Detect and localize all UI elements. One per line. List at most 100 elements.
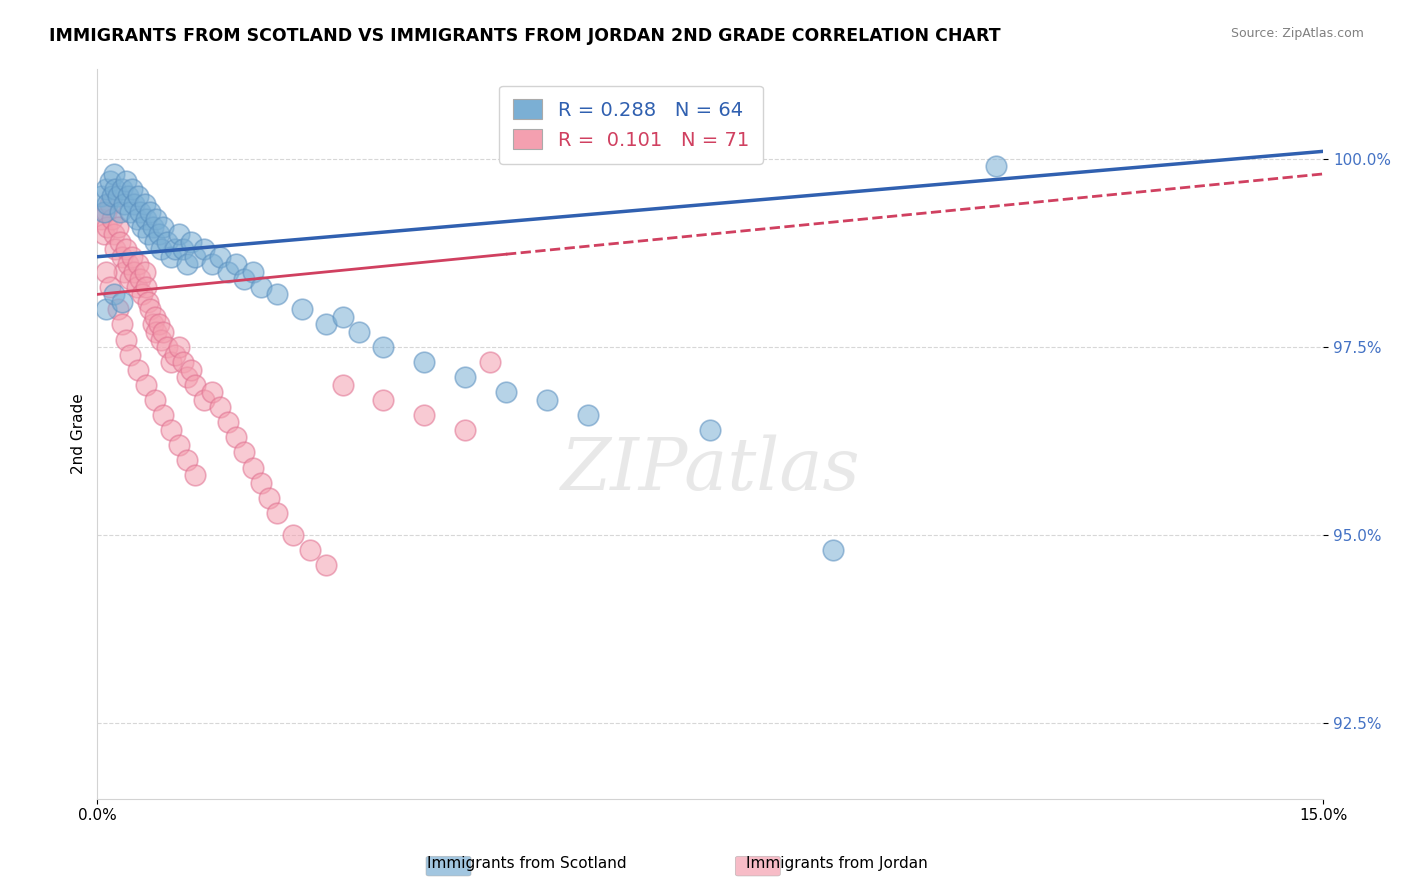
Point (121, 250, 143, 264)
Point (142, 318, 165, 332)
Point (131, 219, 153, 234)
Point (373, 340, 395, 354)
Text: Immigrants from Scotland: Immigrants from Scotland (427, 856, 627, 871)
Point (266, 506, 288, 520)
Point (136, 227, 159, 241)
Point (257, 491, 280, 505)
Point (111, 318, 134, 332)
Point (101, 189, 124, 203)
Point (98, 174, 121, 188)
Point (332, 310, 354, 324)
Point (101, 212, 124, 227)
Point (454, 370, 477, 384)
Point (217, 415, 239, 429)
Point (143, 235, 166, 249)
Point (291, 302, 314, 317)
Point (152, 325, 174, 339)
Point (298, 543, 321, 558)
Point (225, 257, 247, 271)
Point (184, 250, 207, 264)
Text: Source: ZipAtlas.com: Source: ZipAtlas.com (1230, 27, 1364, 40)
Point (139, 204, 162, 219)
Point (143, 392, 166, 407)
Point (160, 423, 183, 437)
Point (180, 362, 202, 376)
Point (176, 370, 198, 384)
Point (145, 325, 167, 339)
Point (986, 160, 1008, 174)
Point (90, 189, 112, 203)
Point (118, 272, 141, 286)
Point (347, 325, 370, 339)
Point (127, 257, 149, 271)
Point (93, 204, 115, 219)
Point (536, 392, 558, 407)
Point (125, 280, 148, 294)
Point (115, 333, 138, 347)
Point (127, 189, 149, 203)
Point (699, 423, 721, 437)
Point (104, 182, 127, 196)
Point (160, 250, 183, 264)
Point (576, 408, 599, 422)
Point (96, 197, 118, 211)
Legend: R = 0.288   N = 64, R =  0.101   N = 71: R = 0.288 N = 64, R = 0.101 N = 71 (499, 86, 762, 163)
Point (315, 558, 337, 573)
Point (111, 182, 134, 196)
Point (94, 302, 117, 317)
Point (110, 235, 132, 249)
Point (145, 212, 167, 227)
Point (90, 212, 112, 227)
Point (217, 265, 239, 279)
Point (134, 197, 156, 211)
Point (225, 430, 247, 444)
Point (94, 182, 117, 196)
Point (117, 189, 139, 203)
Point (98, 280, 121, 294)
Text: Immigrants from Jordan: Immigrants from Jordan (745, 856, 928, 871)
Point (167, 227, 190, 241)
Point (413, 355, 436, 369)
Point (110, 204, 132, 219)
Point (118, 204, 141, 219)
Point (118, 348, 141, 362)
Point (176, 257, 198, 271)
Point (111, 250, 134, 264)
Point (454, 423, 477, 437)
Point (332, 377, 354, 392)
Point (131, 287, 153, 301)
Point (139, 302, 162, 317)
Point (107, 189, 129, 203)
Point (193, 392, 215, 407)
Point (112, 197, 135, 211)
Point (152, 219, 174, 234)
Point (172, 355, 194, 369)
Point (242, 265, 264, 279)
Point (115, 242, 138, 256)
Point (184, 377, 207, 392)
Point (266, 287, 288, 301)
Point (128, 272, 150, 286)
Point (111, 294, 134, 309)
Point (315, 318, 337, 332)
Point (127, 362, 149, 376)
Point (122, 197, 145, 211)
Point (283, 528, 305, 542)
Point (208, 401, 231, 415)
Y-axis label: 2nd Grade: 2nd Grade (72, 393, 86, 474)
Point (94, 265, 117, 279)
Point (156, 340, 179, 354)
Point (115, 174, 138, 188)
Point (249, 280, 271, 294)
Point (135, 377, 157, 392)
Point (104, 242, 127, 256)
Point (125, 212, 148, 227)
Point (152, 408, 174, 422)
Point (150, 333, 173, 347)
Point (112, 265, 135, 279)
Point (136, 294, 159, 309)
Point (180, 235, 202, 249)
Point (103, 167, 125, 181)
Point (107, 219, 129, 234)
Point (103, 227, 125, 241)
